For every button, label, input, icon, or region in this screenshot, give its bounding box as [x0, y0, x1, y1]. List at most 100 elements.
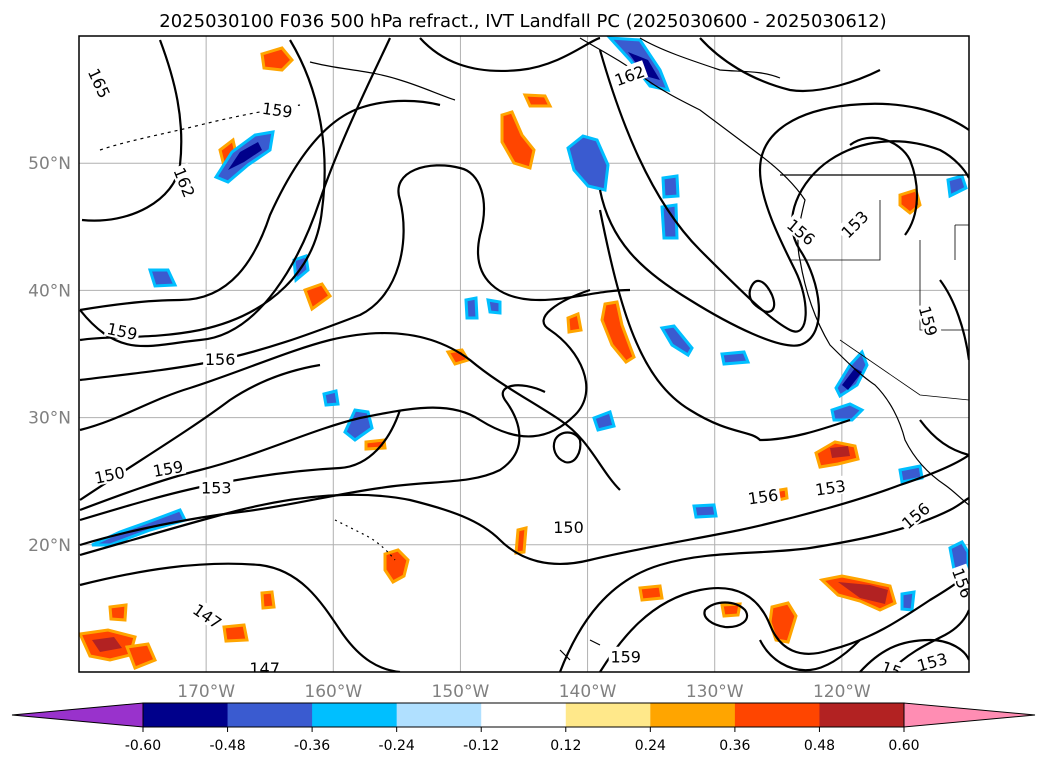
contour-label-bg — [812, 475, 849, 498]
colorbar-segment — [565, 703, 651, 727]
positive-anomaly — [768, 601, 798, 644]
colorbar-tick-label: 0.12 — [550, 738, 581, 754]
y-tick-label: 30°N — [28, 409, 71, 429]
contour-label-group: 153 — [812, 475, 849, 500]
contour-label-bg — [877, 655, 907, 672]
colorbar-tick-label: -0.12 — [463, 738, 499, 754]
positive-anomaly — [124, 642, 157, 670]
positive-anomaly — [260, 590, 276, 610]
contour-closed-3 — [748, 279, 776, 313]
positive-anomaly — [500, 110, 536, 170]
alaska-coast — [639, 37, 781, 79]
positive-anomaly — [566, 311, 583, 334]
contour-label-bg — [783, 213, 821, 249]
positive-anomaly — [303, 282, 333, 312]
contour-162b — [699, 37, 881, 93]
negative-anomaly — [661, 174, 680, 199]
colorbar-frame — [142, 702, 905, 728]
contour-159g — [599, 571, 969, 672]
colorbar-tick-label: -0.36 — [294, 738, 330, 754]
contour-label-group: 153 — [199, 477, 234, 498]
contour-label-bg — [949, 563, 969, 602]
map-frame — [78, 35, 970, 673]
colorbar-segment — [481, 703, 567, 727]
contour-label-bg — [203, 349, 238, 368]
y-tick-label: 50°N — [28, 154, 71, 174]
colorbar-tick-label: 0.36 — [719, 738, 750, 754]
x-axis-ticks: 170°W 160°W 150°W 140°W 130°W 120°W — [177, 682, 871, 702]
contour-156b — [598, 140, 969, 347]
negative-anomaly — [464, 296, 479, 320]
state-border — [954, 224, 969, 260]
contour-153c — [849, 136, 918, 236]
contour-label-bg — [84, 63, 116, 102]
contour-coast — [919, 419, 969, 457]
contour-label-bg — [835, 205, 873, 242]
colorbar-tick-label: -0.48 — [209, 738, 245, 754]
x-tick-label: 170°W — [177, 682, 235, 702]
colorbar-segment — [396, 703, 482, 727]
negative-anomaly — [486, 298, 502, 315]
contour-159f — [939, 279, 969, 361]
contour-159b — [79, 37, 392, 348]
contour-label-bg — [149, 455, 187, 480]
negative-anomaly — [660, 203, 679, 240]
contour-label: 156 — [747, 485, 780, 508]
contour-label-bg — [90, 461, 128, 487]
contour-150d — [558, 497, 969, 672]
contour-150b — [79, 409, 402, 522]
colorbar-segment — [227, 703, 313, 727]
chart-title: 2025030100 F036 500 hPa refract., IVT La… — [159, 11, 886, 32]
colorbar-segment — [312, 703, 398, 727]
contour-159 — [79, 99, 441, 312]
x-tick-label: 160°W — [304, 682, 362, 702]
positive-anomaly — [522, 93, 553, 108]
strong-positive-anomaly — [838, 582, 888, 604]
x-tick-label: 120°W — [813, 682, 871, 702]
strong-positive-anomaly — [92, 637, 122, 652]
positive-anomaly — [108, 603, 128, 622]
contour-label-group: 153 — [913, 647, 951, 672]
colorbar-segment — [143, 703, 229, 727]
contour-165 — [81, 39, 183, 222]
negative-anomaly — [592, 410, 616, 432]
colorbar-segment — [819, 703, 905, 727]
positive-anomaly — [638, 584, 664, 602]
hawaiian-islands — [334, 519, 396, 561]
contour-label-bg — [103, 317, 141, 343]
positive-anomaly — [383, 548, 410, 584]
positive-anomaly — [514, 526, 528, 555]
contour-label: 15 — [878, 658, 904, 683]
contour-159e — [598, 209, 851, 442]
contour-closed-1 — [703, 601, 749, 629]
contour-label-group: 147 — [247, 658, 282, 672]
negative-anomaly — [720, 350, 751, 366]
colorbar-tick-label: -0.24 — [379, 738, 415, 754]
state-border — [839, 339, 969, 401]
contour-15 — [889, 609, 969, 672]
negative-anomaly — [692, 503, 718, 519]
positive-anomaly — [222, 623, 249, 643]
contour-label-bg — [170, 162, 201, 202]
contour-label: 159 — [261, 99, 294, 122]
colorbar-tick-label: 0.48 — [804, 738, 835, 754]
x-tick-label: 140°W — [559, 682, 617, 702]
state-border — [790, 200, 881, 261]
colorbar-segment — [650, 703, 736, 727]
colorbar-segment — [734, 703, 820, 727]
colorbar-extend-high — [903, 702, 1036, 728]
positive-anomaly — [600, 300, 636, 364]
contour-label-group: 150 — [551, 516, 586, 537]
contour-label: 156 — [205, 350, 236, 369]
contour-label-bg — [259, 97, 296, 121]
x-tick-label: 150°W — [432, 682, 490, 702]
contour-153 — [79, 332, 621, 491]
negative-anomaly — [322, 389, 340, 407]
contour-label-group: 147 — [188, 598, 228, 633]
aleutian-islands — [309, 61, 456, 101]
contour-label-bg — [199, 477, 234, 496]
contour-label-bg — [188, 598, 228, 633]
contour-label-bg — [744, 484, 781, 507]
contour-label-bg — [913, 647, 951, 672]
